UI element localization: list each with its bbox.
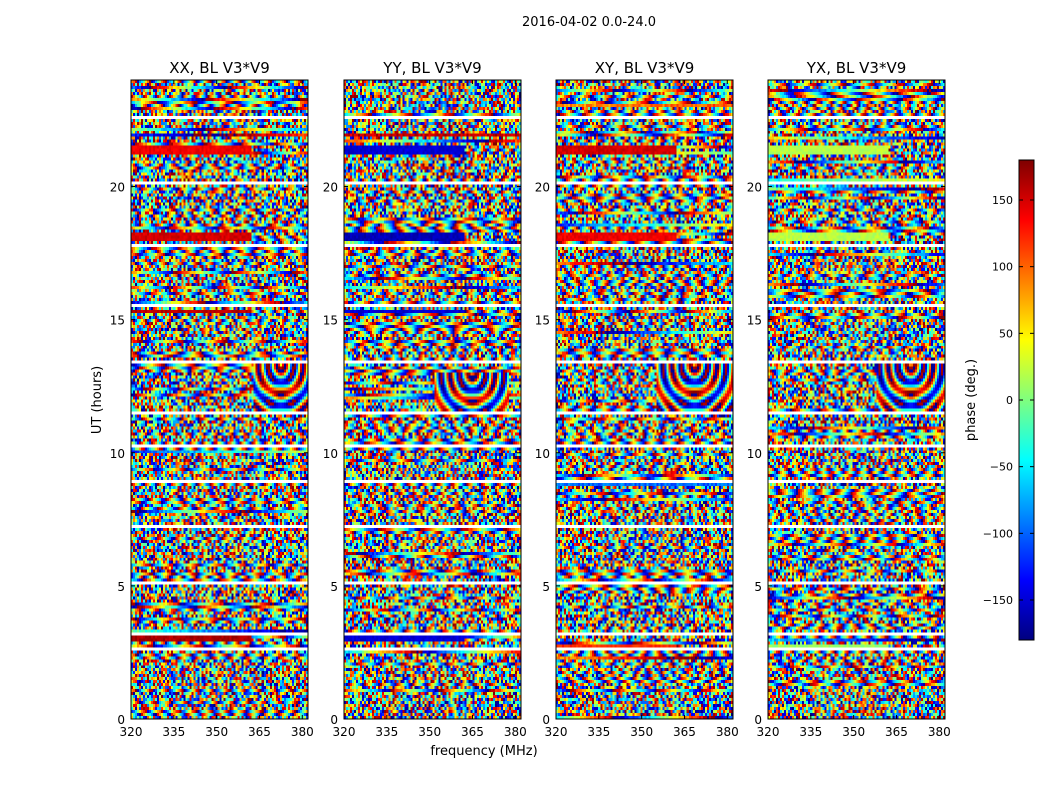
- panel-title: YX, BL V3*V9: [806, 59, 907, 77]
- y-tick-label: 0: [117, 713, 125, 727]
- y-tick-label: 10: [323, 447, 338, 461]
- x-tick-label: 320: [120, 725, 143, 739]
- x-tick-label: 380: [291, 725, 314, 739]
- x-tick-label: 350: [842, 725, 865, 739]
- y-axis-label: UT (hours): [90, 366, 105, 434]
- x-tick-label: 350: [205, 725, 228, 739]
- y-tick-label: 10: [110, 447, 125, 461]
- axes-frame: [767, 79, 946, 720]
- x-tick-label: 380: [504, 725, 527, 739]
- x-tick-label: 380: [716, 725, 739, 739]
- x-tick-label: 320: [333, 725, 356, 739]
- y-tick-label: 5: [330, 580, 338, 594]
- x-tick-label: 335: [375, 725, 398, 739]
- heatmap-raster: [556, 80, 733, 719]
- y-tick-label: 0: [754, 713, 762, 727]
- x-tick-label: 335: [587, 725, 610, 739]
- y-tick-label: 0: [330, 713, 338, 727]
- heatmap-panel: XY, BL V3*V9 320 335 350 365 380 0 5 10 15 20: [535, 59, 739, 739]
- y-tick-label: 10: [535, 447, 550, 461]
- y-tick-label: 20: [323, 181, 338, 195]
- y-tick-label: 10: [747, 447, 762, 461]
- x-tick-label: 350: [630, 725, 653, 739]
- colorbar-tick-label: 50: [999, 327, 1013, 340]
- colorbar-tick-label: 0: [1006, 394, 1013, 407]
- x-tick-label: 335: [162, 725, 185, 739]
- x-tick-label: 320: [757, 725, 780, 739]
- colorbar-label: phase (deg.): [964, 359, 979, 441]
- heatmap-panel: XX, BL V3*V9 320 335 350 365 380 0 5 10 15 20: [110, 59, 314, 739]
- colorbar-tick-label: 150: [992, 194, 1013, 207]
- panel-title: YY, BL V3*V9: [382, 59, 481, 77]
- axes-frame: [343, 79, 522, 720]
- colorbar: phase (deg.) −150 −100 −50 0 50 100 150: [964, 159, 1035, 641]
- colorbar-tick-label: −50: [990, 461, 1013, 474]
- y-tick-label: 5: [542, 580, 550, 594]
- y-tick-label: 15: [323, 314, 338, 328]
- y-tick-label: 15: [747, 314, 762, 328]
- y-tick-label: 15: [110, 314, 125, 328]
- axes-frame: [555, 79, 734, 720]
- y-tick-label: 15: [535, 314, 550, 328]
- figure-title: 2016-04-02 0.0-24.0: [522, 15, 656, 30]
- colorbar-tick-label: −100: [983, 527, 1013, 540]
- heatmap-raster: [344, 80, 521, 719]
- heatmap-panel: YX, BL V3*V9 320 335 350 365 380 0 5 10 15 20: [747, 59, 951, 739]
- heatmap-raster: [131, 80, 308, 719]
- y-tick-label: 20: [535, 181, 550, 195]
- panel-title: XY, BL V3*V9: [595, 59, 695, 77]
- x-tick-label: 320: [545, 725, 568, 739]
- x-tick-label: 365: [673, 725, 696, 739]
- x-tick-label: 365: [885, 725, 908, 739]
- heatmap-panel: YY, BL V3*V9 320 335 350 365 380 0 5 10 15 20: [323, 59, 527, 739]
- x-tick-label: 380: [928, 725, 951, 739]
- heatmap-raster: [768, 80, 945, 719]
- y-tick-label: 5: [754, 580, 762, 594]
- y-tick-label: 0: [542, 713, 550, 727]
- y-tick-label: 20: [747, 181, 762, 195]
- x-axis-label: frequency (MHz): [430, 744, 537, 759]
- y-tick-label: 5: [117, 580, 125, 594]
- x-tick-label: 335: [799, 725, 822, 739]
- colorbar-tick-label: 100: [992, 261, 1013, 274]
- x-tick-label: 365: [248, 725, 271, 739]
- y-tick-label: 20: [110, 181, 125, 195]
- panel-title: XX, BL V3*V9: [169, 59, 270, 77]
- axes-frame: [130, 79, 309, 720]
- x-tick-label: 365: [461, 725, 484, 739]
- x-tick-label: 350: [418, 725, 441, 739]
- colorbar-tick-label: −150: [983, 594, 1013, 607]
